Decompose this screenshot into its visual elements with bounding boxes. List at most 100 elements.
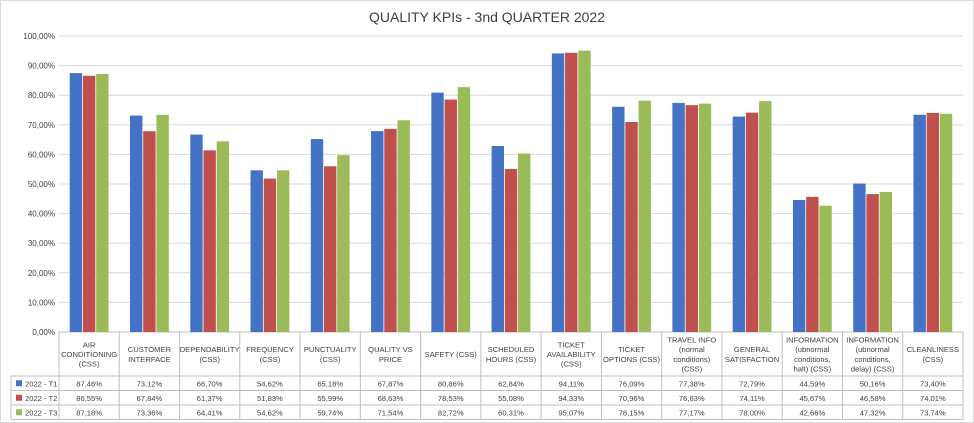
category-label: CLEANLINESS — [907, 345, 959, 354]
bar — [310, 139, 324, 332]
bars — [69, 50, 953, 333]
data-table-value: 73,36% — [137, 408, 163, 417]
y-tick-label: 40,00% — [28, 210, 55, 219]
category-label: TRAVEL INFO — [667, 336, 716, 345]
data-table-value: 44,59% — [799, 379, 825, 388]
y-tick-label: 100,00% — [23, 32, 55, 41]
data-table-value: 47,32% — [860, 408, 886, 417]
data-table-value: 73,74% — [920, 408, 946, 417]
bar — [578, 50, 591, 332]
category-label: SAFETY (CSS) — [425, 350, 478, 359]
bar — [939, 113, 953, 332]
bar — [431, 92, 444, 332]
category-label: SCHEDULED — [488, 345, 535, 354]
data-table-value: 70,96% — [619, 394, 645, 403]
bar — [913, 114, 926, 333]
bar — [216, 141, 230, 332]
bar — [551, 53, 565, 333]
bar — [792, 200, 806, 332]
data-table-value: 62,84% — [498, 379, 524, 388]
category-label: DEPENDABILITY — [180, 345, 240, 354]
bar — [130, 115, 143, 333]
category-label: (CSS) — [260, 355, 281, 364]
legend-swatch — [16, 380, 22, 387]
bar — [565, 52, 578, 332]
bar — [156, 114, 169, 332]
data-table-value: 73,40% — [920, 379, 946, 388]
bar — [457, 87, 471, 332]
bar — [190, 134, 203, 332]
data-table-value: 76,09% — [619, 379, 645, 388]
data-table-value: 94,33% — [558, 394, 584, 403]
data-table-value: 87,46% — [76, 379, 102, 388]
bar — [69, 73, 83, 332]
data-table-value: 72,79% — [739, 379, 765, 388]
data-table-value: 80,86% — [438, 379, 464, 388]
bar — [250, 170, 263, 332]
y-axis-ticks: 0,00% 10,00% 20,00% 30,00% 40,00% 50,00% 60,00… — [23, 32, 55, 337]
data-table-value: 77,17% — [679, 408, 705, 417]
category-label: (CSS) — [79, 360, 100, 369]
bar — [853, 183, 866, 332]
bar — [638, 100, 651, 333]
legend-swatch — [16, 409, 22, 416]
bar — [625, 121, 638, 332]
data-table-value: 55,08% — [498, 394, 524, 403]
data-table-value: 66,70% — [197, 379, 223, 388]
data-table-value: 54,62% — [257, 379, 283, 388]
category-label: conditions) — [673, 355, 710, 364]
data-table-value: 46,58% — [860, 394, 886, 403]
data-table-value: 55,99% — [317, 394, 343, 403]
data-table-value: 76,63% — [679, 394, 705, 403]
category-label: delay) (CSS) — [851, 364, 895, 373]
category-label: SATISFACTION — [725, 355, 779, 364]
y-tick-label: 50,00% — [28, 180, 55, 189]
category-label: (CSS) — [923, 355, 944, 364]
category-label: INTERFACE — [128, 355, 171, 364]
data-table-value: 67,87% — [378, 379, 404, 388]
category-label: (ubnormal — [856, 345, 890, 354]
bar — [759, 101, 772, 333]
category-label: (CSS) — [199, 355, 220, 364]
y-tick-label: 80,00% — [28, 91, 55, 100]
bar — [685, 105, 698, 332]
data-table-value: 71,54% — [378, 408, 404, 417]
data-table-value: 82,72% — [438, 408, 464, 417]
category-label: INFORMATION — [786, 336, 839, 345]
bar — [745, 112, 759, 332]
data-table-value: 45,67% — [799, 394, 825, 403]
bar — [866, 194, 879, 332]
bar — [518, 153, 531, 332]
bar — [324, 166, 337, 332]
y-tick-label: 70,00% — [28, 121, 55, 130]
category-label: TICKET — [558, 340, 585, 349]
data-table: AIRCONDITIONING(CSS)CUSTOMERINTERFACEDEP… — [10, 332, 964, 420]
bar — [263, 178, 277, 332]
data-table-value: 54,62% — [257, 408, 283, 417]
data-table-value: 78,53% — [438, 394, 464, 403]
data-table-value: 94,11% — [559, 379, 584, 388]
bar — [96, 73, 109, 332]
bar — [203, 150, 216, 332]
data-table-value: 61,37% — [197, 394, 223, 403]
bar — [504, 168, 518, 332]
bar — [698, 103, 712, 332]
data-table-value: 60,31% — [498, 408, 524, 417]
category-label: TICKET — [618, 345, 645, 354]
bar — [879, 191, 892, 332]
bar — [672, 102, 685, 332]
data-table-value: 74,01% — [920, 394, 946, 403]
bar — [384, 128, 397, 332]
category-label: AVAILABILITY — [547, 350, 596, 359]
category-label: FREQUENCY — [246, 345, 294, 354]
data-table-value: 65,18% — [317, 379, 343, 388]
category-label: HOURS (CSS) — [486, 355, 537, 364]
category-label: OPTIONS (CSS) — [603, 355, 660, 364]
y-tick-label: 60,00% — [28, 150, 55, 159]
y-tick-label: 30,00% — [28, 239, 55, 248]
bar — [444, 99, 457, 332]
category-label: INFORMATION — [846, 336, 899, 345]
category-label: conditions, — [854, 355, 890, 364]
data-table-value: 87,18% — [76, 408, 102, 417]
